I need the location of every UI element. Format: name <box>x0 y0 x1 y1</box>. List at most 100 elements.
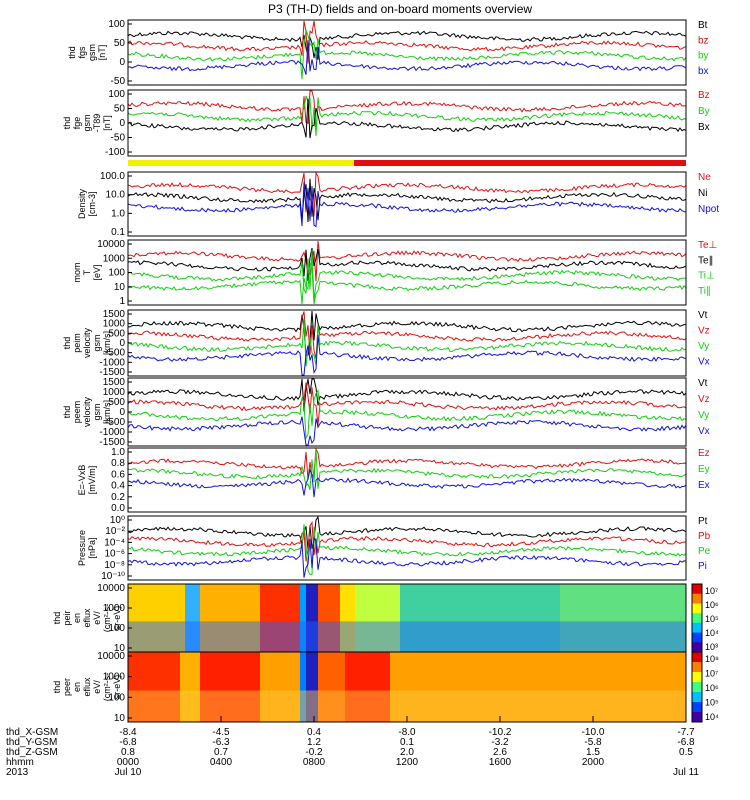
y-tick-label: 1000 <box>103 253 126 264</box>
series-line-density-0 <box>127 171 687 217</box>
spectrogram-band <box>306 584 318 652</box>
series-line-temp-1 <box>127 247 687 281</box>
legend-entry: Ez <box>698 448 710 459</box>
colorbar-segment <box>692 692 702 703</box>
x-axis-row-label: thd_Y-GSM <box>6 737 57 748</box>
y-axis-label: fgs <box>77 46 87 59</box>
y-axis-label: mom <box>72 263 82 283</box>
y-tick-label: 10⁻² <box>105 526 125 537</box>
spectrogram-band <box>260 652 300 722</box>
x-axis-value: -3.2 <box>491 737 509 748</box>
series-line-peem-3 <box>127 416 687 446</box>
x-axis-value: 1.2 <box>307 737 321 748</box>
x-axis-value: 0000 <box>117 757 140 768</box>
colorbar-segment <box>692 603 702 614</box>
y-tick-label: 100 <box>108 89 125 100</box>
legend-entry: Pi <box>698 561 707 572</box>
series-line-pressure-2 <box>127 524 687 576</box>
legend-entry: By <box>698 106 710 117</box>
colorbar-segment <box>692 642 702 653</box>
x-axis-value: 0.5 <box>679 747 693 758</box>
x-axis-value: Jul 11 <box>673 767 699 778</box>
y-axis-label: [km/s] <box>102 331 112 355</box>
spectrogram-band <box>400 584 560 652</box>
x-axis-value: -6.3 <box>212 737 230 748</box>
y-tick-label: 0.8 <box>111 458 125 469</box>
y-axis-label: gsm <box>92 403 102 420</box>
colorbar-tick-label: 10⁶ <box>705 683 719 693</box>
colorbar-segment <box>692 662 702 673</box>
panel-temp: Te⊥ Te∥ Ti⊥ Ti∥ 10000 1000 100 10 1 mom T [eV] <box>72 239 717 307</box>
spectrogram-band <box>345 652 390 722</box>
y-axis-label: sr-eV) <box>112 675 122 700</box>
y-tick-label: 1000 <box>103 387 126 398</box>
legend-entry: Vt <box>698 310 708 321</box>
y-tick-label: -500 <box>105 417 125 428</box>
y-axis-label: (cm²-s- <box>102 673 112 702</box>
x-axis-value: 2.6 <box>493 747 507 758</box>
y-axis-label: thd <box>62 337 72 350</box>
series-line-density-2 <box>127 182 687 228</box>
y-axis-label: (cm²-s- <box>102 604 112 633</box>
y-tick-label: 100 <box>108 19 125 30</box>
series-line-efield-1 <box>127 449 687 491</box>
series-line-temp-3 <box>127 262 687 305</box>
colorbar-segment <box>692 672 702 683</box>
legend-entry: Vy <box>698 341 709 352</box>
y-tick-label: 10000 <box>97 583 125 594</box>
x-axis-value: 1.5 <box>586 747 600 758</box>
legend-entry: bz <box>698 35 709 46</box>
y-axis-label: E=-VxB <box>77 465 87 496</box>
legend-entry: Te∥ <box>698 255 714 266</box>
spectrogram-band <box>128 652 180 722</box>
spectrogram-band <box>200 584 260 652</box>
legend-entry: Vx <box>698 426 710 437</box>
colorbar-segment <box>692 584 702 595</box>
y-tick-label: 10.0 <box>106 190 126 201</box>
x-axis-value: -8.0 <box>398 727 416 738</box>
legend-entry: Npot <box>698 204 719 215</box>
y-tick-label: 500 <box>108 328 125 339</box>
y-axis-label: gsm <box>92 334 102 351</box>
series-line-peem-1 <box>127 382 687 426</box>
y-tick-label: 50 <box>114 38 126 49</box>
colorbar-segment <box>692 613 702 624</box>
colorbar-tick-label: 10⁸ <box>705 654 719 664</box>
panel-frame <box>127 515 687 581</box>
y-tick-label: 0 <box>119 118 125 129</box>
y-tick-label: -500 <box>105 348 125 359</box>
y-tick-label: 1.0 <box>111 208 125 219</box>
legend-entry: Ni <box>698 188 707 199</box>
legend-entry: Ex <box>698 480 710 491</box>
y-tick-label: 1.0 <box>111 447 125 458</box>
colorbar-frame <box>691 651 703 723</box>
legend-entry: Te⊥ <box>698 240 717 251</box>
y-axis-label: peim <box>72 333 82 353</box>
series-line-temp-2 <box>127 249 687 300</box>
spectrogram-band <box>306 652 318 722</box>
series-line-pressure-1 <box>127 520 687 562</box>
y-tick-label: 100 <box>108 623 125 634</box>
y-tick-label: 10 <box>114 643 126 654</box>
spectrogram-band <box>318 584 340 652</box>
y-tick-label: -100 <box>105 147 125 158</box>
series-line-fgs-1 <box>127 20 687 64</box>
legend-entry: Ti⊥ <box>698 271 715 282</box>
series-line-peim-2 <box>127 318 687 367</box>
y-axis-label: [cm-3] <box>87 191 97 216</box>
x-axis-row-label: hhmm <box>6 757 34 768</box>
x-axis-row-label: thd_X-GSM <box>6 727 58 738</box>
y-tick-label: 1000 <box>103 603 126 614</box>
y-tick-label: 10 <box>114 282 126 293</box>
mode-bar-fast <box>354 160 686 166</box>
panel-frame <box>127 171 687 237</box>
y-axis-label: thd <box>52 612 62 625</box>
legend-entry: Pt <box>698 516 708 527</box>
series-line-peim-1 <box>127 311 687 360</box>
series-line-peim-3 <box>127 335 687 376</box>
x-axis-value: -4.5 <box>212 727 230 738</box>
series-line-fge-1 <box>127 95 687 136</box>
spectrogram-band <box>200 652 260 722</box>
